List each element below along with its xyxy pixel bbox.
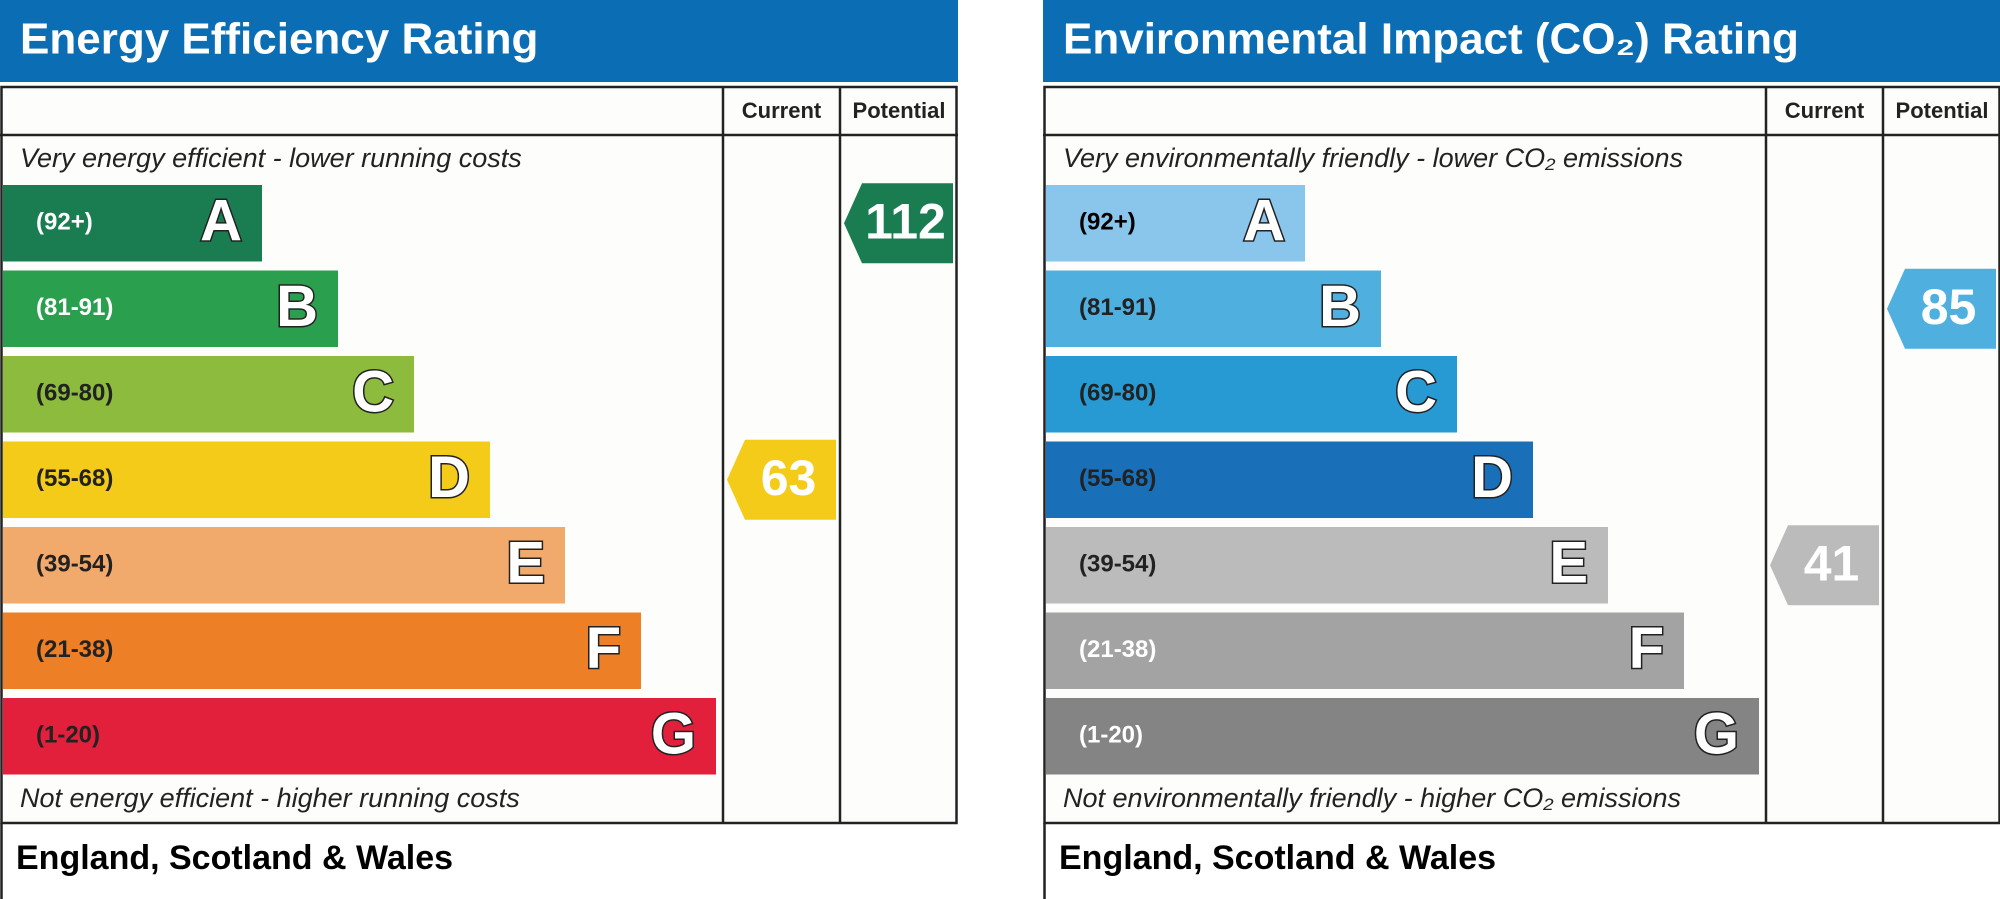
rating-band xyxy=(3,356,414,433)
header-bar xyxy=(1043,0,2000,82)
rating-arrow xyxy=(1887,268,1996,349)
band-letter: D xyxy=(428,445,470,510)
rating-band xyxy=(1046,527,1608,604)
footer-text: England, Scotland & Wales xyxy=(16,839,453,877)
panel-title: Environmental Impact (CO₂) Rating xyxy=(1063,15,1799,64)
column-header: Current xyxy=(1785,98,1865,123)
band-range: (55-68) xyxy=(36,465,113,492)
top-note: Very energy efficient - lower running co… xyxy=(20,143,522,173)
band-letter: E xyxy=(1549,531,1588,596)
panel-title: Energy Efficiency Rating xyxy=(20,15,538,64)
band-range: (69-80) xyxy=(36,380,113,407)
footer-text: England, Scotland & Wales xyxy=(1059,839,1496,877)
band-letter: A xyxy=(1243,189,1285,254)
rating-band xyxy=(3,612,641,689)
band-range: (21-38) xyxy=(1079,636,1156,663)
band-range: (92+) xyxy=(1079,209,1136,236)
band-letter: D xyxy=(1471,445,1513,510)
band-range: (69-80) xyxy=(1079,380,1156,407)
rating-band xyxy=(3,698,716,775)
rating-band xyxy=(3,185,262,262)
band-range: (92+) xyxy=(36,209,93,236)
bottom-note: Not energy efficient - higher running co… xyxy=(20,783,520,813)
column-header: Potential xyxy=(1896,98,1989,123)
band-range: (81-91) xyxy=(36,294,113,321)
band-range: (81-91) xyxy=(1079,294,1156,321)
rating-value: 112 xyxy=(865,193,946,249)
band-range: (39-54) xyxy=(1079,551,1156,578)
rating-band xyxy=(1046,356,1457,433)
band-range: (21-38) xyxy=(36,636,113,663)
rating-band xyxy=(1046,270,1381,347)
rating-band xyxy=(3,441,490,518)
rating-band xyxy=(1046,612,1684,689)
column-header: Potential xyxy=(853,98,946,123)
band-letter: F xyxy=(1629,616,1664,681)
rating-band xyxy=(1046,441,1533,518)
band-letter: A xyxy=(200,189,242,254)
band-letter: C xyxy=(1395,360,1437,425)
band-range: (1-20) xyxy=(36,722,100,749)
rating-value: 63 xyxy=(761,450,817,506)
column-header: Current xyxy=(742,98,822,123)
band-letter: B xyxy=(1319,274,1361,339)
rating-arrow xyxy=(844,183,953,264)
rating-band xyxy=(1046,185,1305,262)
band-letter: G xyxy=(1694,702,1739,767)
rating-arrow xyxy=(1770,525,1879,606)
rating-value: 85 xyxy=(1921,279,1977,335)
band-range: (39-54) xyxy=(36,551,113,578)
band-range: (1-20) xyxy=(1079,722,1143,749)
band-letter: C xyxy=(352,360,394,425)
rating-arrow xyxy=(727,439,836,520)
rating-band xyxy=(3,527,565,604)
top-note: Very environmentally friendly - lower CO… xyxy=(1063,143,1683,173)
rating-band xyxy=(1046,698,1759,775)
bottom-note: Not environmentally friendly - higher CO… xyxy=(1063,783,1681,813)
band-letter: F xyxy=(586,616,621,681)
rating-band xyxy=(3,270,338,347)
rating-value: 41 xyxy=(1804,535,1860,591)
header-bar xyxy=(0,0,958,82)
band-letter: E xyxy=(506,531,545,596)
band-letter: G xyxy=(651,702,696,767)
band-range: (55-68) xyxy=(1079,465,1156,492)
band-letter: B xyxy=(276,274,318,339)
